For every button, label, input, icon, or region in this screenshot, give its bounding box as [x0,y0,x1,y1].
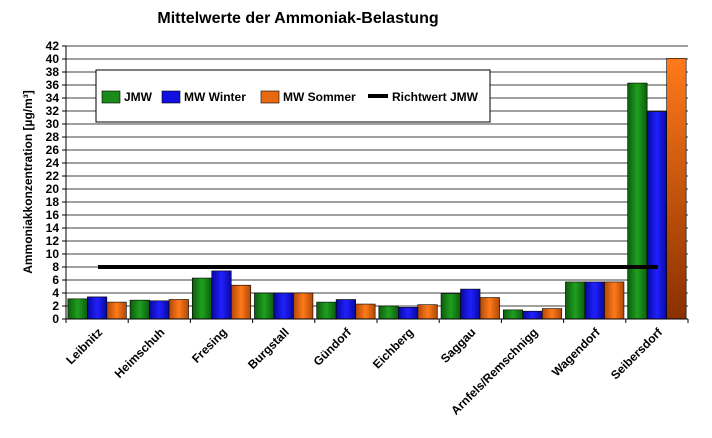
y-tick-label: 32 [46,104,60,118]
y-axis-label: Ammoniakkonzentration [µg/m³] [21,90,35,274]
y-tick-label: 24 [46,156,60,170]
y-tick-label: 6 [52,273,59,287]
bar-jmw [254,292,275,320]
y-tick-label: 20 [46,182,60,196]
y-tick-label: 36 [46,78,60,92]
bar-jmw [502,309,524,320]
bar-mw-sommer [666,58,687,320]
bar-mw-winter [149,300,170,320]
y-tick-label: 22 [46,169,60,183]
bar-mw-sommer [106,301,127,320]
legend-swatch-jmw [101,90,121,104]
bar-mw-sommer [230,284,252,320]
bar-jmw [378,305,399,320]
legend: JMW MW Winter MW Sommer Richtwert JMW [95,69,491,123]
x-category-label: Saggau [438,325,479,366]
legend-box [95,69,491,123]
bar-mw-winter [398,306,419,320]
bar-jmw [67,298,88,320]
x-axis-labels: Leibnitz Heimschuh Fresing Burgstall Gündorf… [63,325,665,418]
y-tick-label: 30 [46,117,60,131]
y-tick-label: 26 [46,143,60,157]
legend-label-jmw: JMW [124,90,153,104]
bar-mw-winter [460,288,481,320]
bar-mw-winter [273,292,294,320]
legend-label-mw-sommer: MW Sommer [283,90,356,104]
bar-mw-winter [87,296,108,320]
x-category-label: Fresing [189,325,230,366]
y-tick-label: 14 [46,221,60,235]
legend-label-mw-winter: MW Winter [184,90,246,104]
bar-jmw [565,281,586,320]
bar-mw-sommer [417,304,438,320]
x-category-label: Eichberg [370,325,416,371]
axes [65,46,689,323]
bar-mw-winter [335,299,356,320]
bar-jmw [440,293,461,320]
bar-mw-sommer [355,303,376,320]
bar-mw-winter [522,310,543,320]
y-tick-label: 42 [46,39,60,53]
bars [67,58,687,320]
x-category-label: Seibersdorf [608,325,666,383]
y-tick-label: 16 [46,208,60,222]
y-tick-label: 12 [46,234,60,248]
y-tick-label: 2 [52,299,59,313]
y-tick-label: 8 [52,260,59,274]
legend-swatch-mw-sommer [260,90,280,104]
legend-label-richtwert: Richtwert JMW [392,90,479,104]
y-tick-label: 40 [46,52,60,66]
y-tick-label: 4 [52,286,59,300]
bar-mw-sommer [293,292,314,320]
x-category-label: Burgstall [245,325,292,372]
y-tick-label: 18 [46,195,60,209]
bar-mw-sommer [541,308,563,320]
bar-mw-sommer [479,297,500,320]
bar-mw-sommer [604,281,625,320]
bar-mw-winter [646,111,667,320]
y-tick-label: 34 [46,91,60,105]
bar-mw-winter [584,281,605,320]
chart-title: Mittelwerte der Ammoniak-Belastung [157,10,438,27]
bar-jmw [191,277,213,320]
y-tick-label: 10 [46,247,60,261]
x-category-label: Leibnitz [63,325,105,367]
x-category-label: Heimschuh [112,325,168,381]
y-tick-label: 0 [52,312,59,326]
bar-jmw [129,299,150,320]
bar-jmw [316,301,337,320]
y-tick-label: 28 [46,130,60,144]
bar-mw-sommer [168,299,189,320]
x-category-label: Gündorf [311,325,355,369]
bar-jmw [627,82,648,320]
y-tick-label: 38 [46,65,60,79]
legend-swatch-mw-winter [161,90,181,104]
bar-mw-winter [211,270,232,320]
x-category-label: Wagendorf [549,325,604,380]
